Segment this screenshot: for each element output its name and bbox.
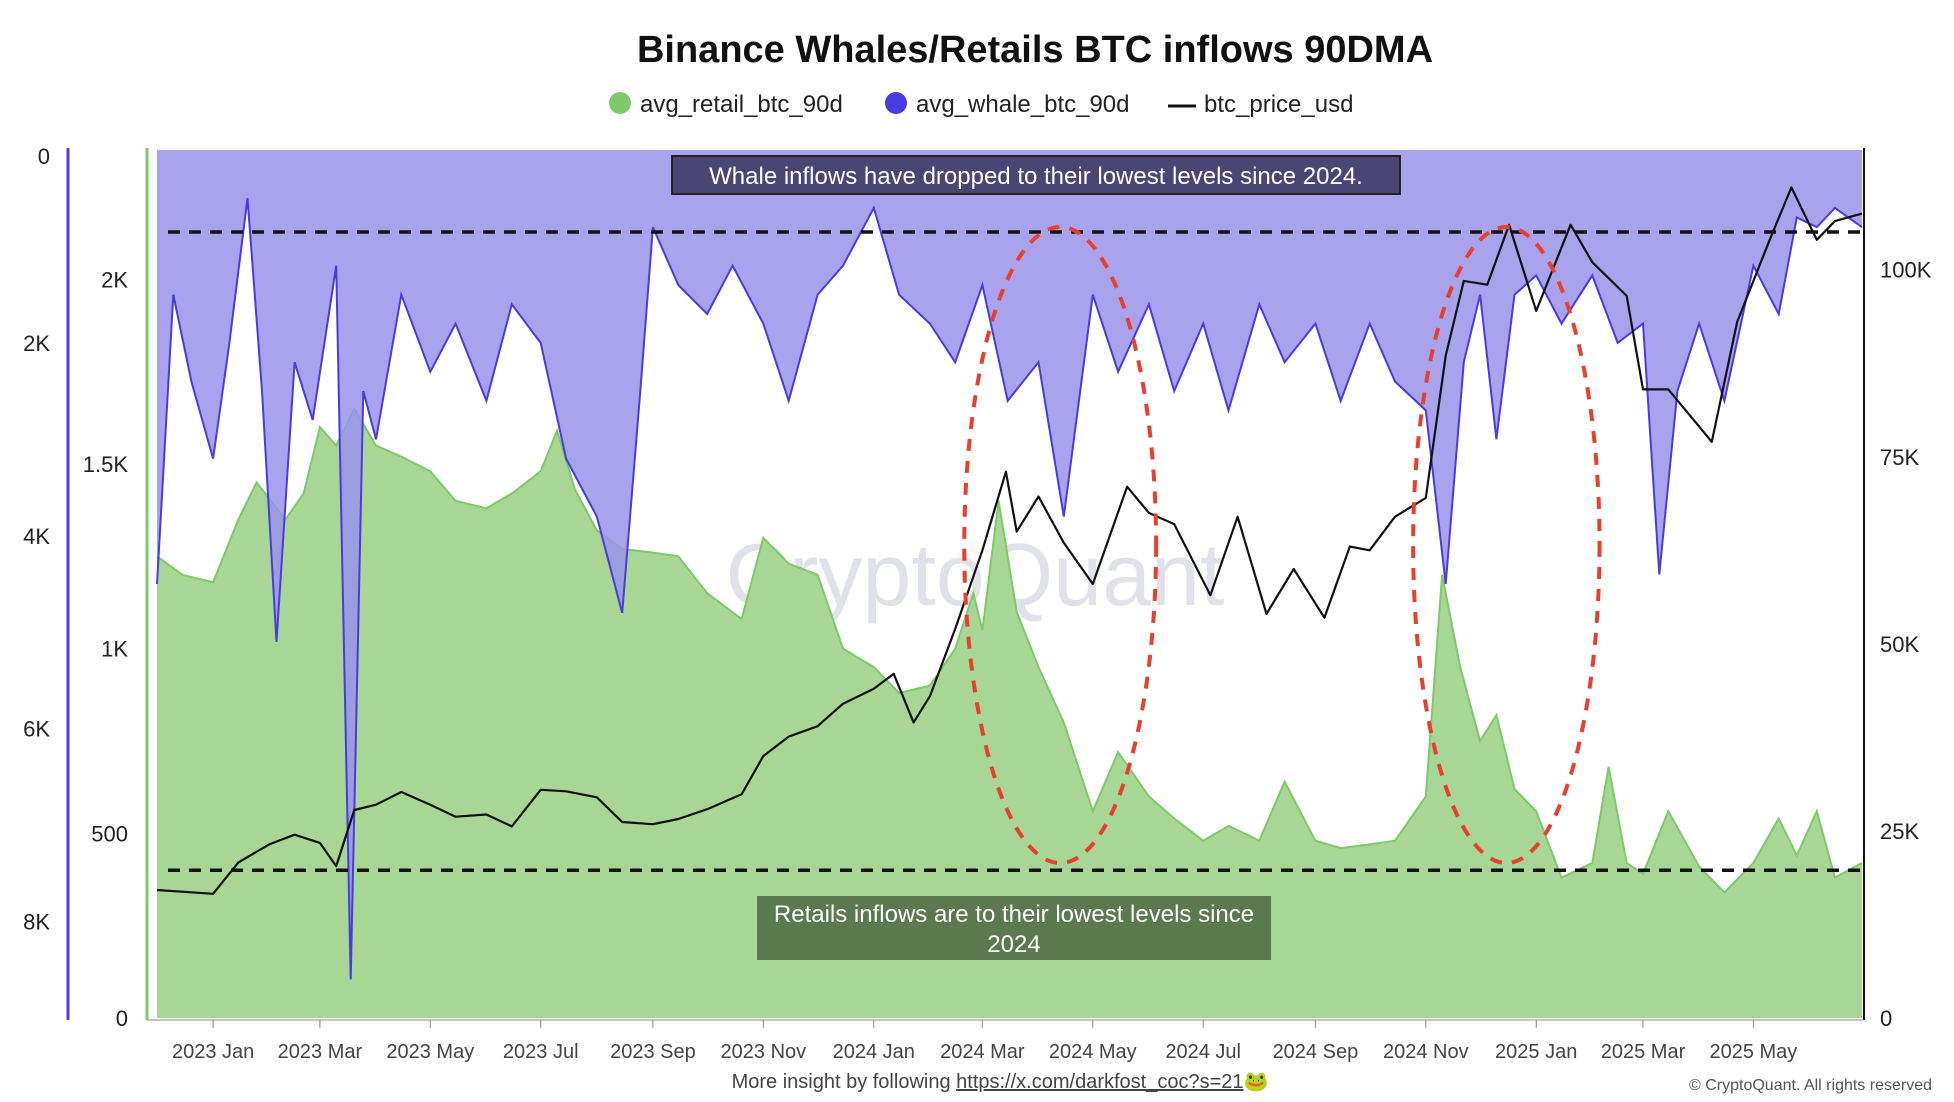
legend-whale-dot-icon: [885, 92, 907, 114]
x-tick-label: 2024 Jul: [1165, 1041, 1241, 1063]
x-tick-label: 2023 Nov: [721, 1041, 807, 1063]
price-tick-label: 50K: [1880, 632, 1919, 657]
retail-annotation: Retails inflows are to their lowest leve…: [757, 896, 1271, 960]
x-tick-label: 2024 Sep: [1273, 1041, 1359, 1063]
highlight-ellipse-2: [1411, 225, 1602, 865]
copyright: © CryptoQuant. All rights reserved: [1689, 1077, 1932, 1094]
legend-retail-dot-icon: [609, 92, 631, 114]
frog-icon: 🐸: [1244, 1071, 1269, 1093]
highlight-ellipses: [962, 225, 1602, 865]
retail-tick-label: 1K: [101, 637, 128, 662]
price-line: [156, 186, 1863, 895]
plot-area: CryptoQuant: [156, 150, 1863, 1019]
footer-text: More insight by following https://x.com/…: [732, 1071, 1269, 1093]
footer-link[interactable]: https://x.com/darkfost_coc?s=21: [956, 1071, 1243, 1093]
retail-tick-label: 0: [116, 1006, 128, 1031]
whale-tick-label: 0: [38, 144, 50, 169]
whale-annotation-text: Whale inflows have dropped to their lowe…: [709, 163, 1363, 190]
whale-annotation-box: [671, 155, 1401, 195]
highlight-ellipse-1: [962, 225, 1159, 865]
x-axis-ticks: 2023 Jan 2023 Mar 2023 May 2023 Jul 2023 Sep…: [172, 1020, 1797, 1063]
x-tick-label: 2025 May: [1709, 1041, 1797, 1063]
legend-retail-label: avg_retail_btc_90d: [640, 91, 843, 118]
x-tick-label: 2024 Mar: [940, 1041, 1025, 1063]
retail-tick-label: 1.5K: [83, 452, 129, 477]
whale-tick-label: 4K: [23, 524, 50, 549]
retail-annotation-line-2: 2024: [987, 931, 1040, 958]
x-tick-label: 2024 May: [1049, 1041, 1137, 1063]
price-tick-label: 75K: [1880, 445, 1919, 470]
price-series: [156, 186, 1863, 895]
retail-line: [156, 406, 1863, 894]
price-tick-label: 100K: [1880, 258, 1932, 283]
whale-annotation: Whale inflows have dropped to their lowe…: [671, 155, 1401, 195]
whale-line: [156, 198, 1863, 980]
whale-tick-label: 8K: [23, 910, 50, 935]
retail-annotation-box: [757, 896, 1271, 960]
x-tick-label: 2023 Mar: [278, 1041, 363, 1063]
retail-tick-label: 2K: [101, 267, 128, 292]
legend-item-price[interactable]: btc_price_usd: [1168, 91, 1353, 118]
whale-tick-label: 2K: [23, 331, 50, 356]
whale-area: [157, 150, 1862, 980]
legend: avg_retail_btc_90d avg_whale_btc_90d btc…: [609, 91, 1353, 118]
retail-annotation-text: Retails inflows are to their lowest leve…: [774, 901, 1254, 958]
x-tick-label: 2025 Mar: [1601, 1041, 1686, 1063]
retail-tick-label: 500: [91, 821, 128, 846]
x-tick-label: 2023 Sep: [610, 1041, 696, 1063]
legend-price-label: btc_price_usd: [1204, 91, 1353, 118]
x-tick-label: 2024 Nov: [1383, 1041, 1469, 1063]
legend-whale-label: avg_whale_btc_90d: [916, 91, 1130, 118]
chart-title: Binance Whales/Retails BTC inflows 90DMA: [637, 29, 1433, 71]
reference-lines: [168, 230, 1860, 873]
y-axis-ticks: 0 2K 4K 6K 8K 2K 1.5K 1K 500 0 100K 75K 50K 25K 0: [23, 144, 1932, 1031]
retail-annotation-line-1: Retails inflows are to their lowest leve…: [774, 901, 1254, 928]
x-tick-label: 2023 Jan: [172, 1041, 254, 1063]
x-tick-label: 2025 Jan: [1495, 1041, 1577, 1063]
legend-item-whale[interactable]: avg_whale_btc_90d: [885, 91, 1130, 118]
series-areas: [156, 150, 1863, 1019]
x-tick-label: 2024 Jan: [833, 1041, 915, 1063]
x-tick-label: 2023 Jul: [503, 1041, 579, 1063]
x-tick-label: 2023 May: [386, 1041, 474, 1063]
retail-area: [157, 408, 1862, 1019]
whale-tick-label: 6K: [23, 717, 50, 742]
price-tick-label: 0: [1880, 1006, 1892, 1031]
footer-prefix: More insight by following: [732, 1071, 957, 1093]
price-tick-label: 25K: [1880, 819, 1919, 844]
legend-item-retail[interactable]: avg_retail_btc_90d: [609, 91, 843, 118]
